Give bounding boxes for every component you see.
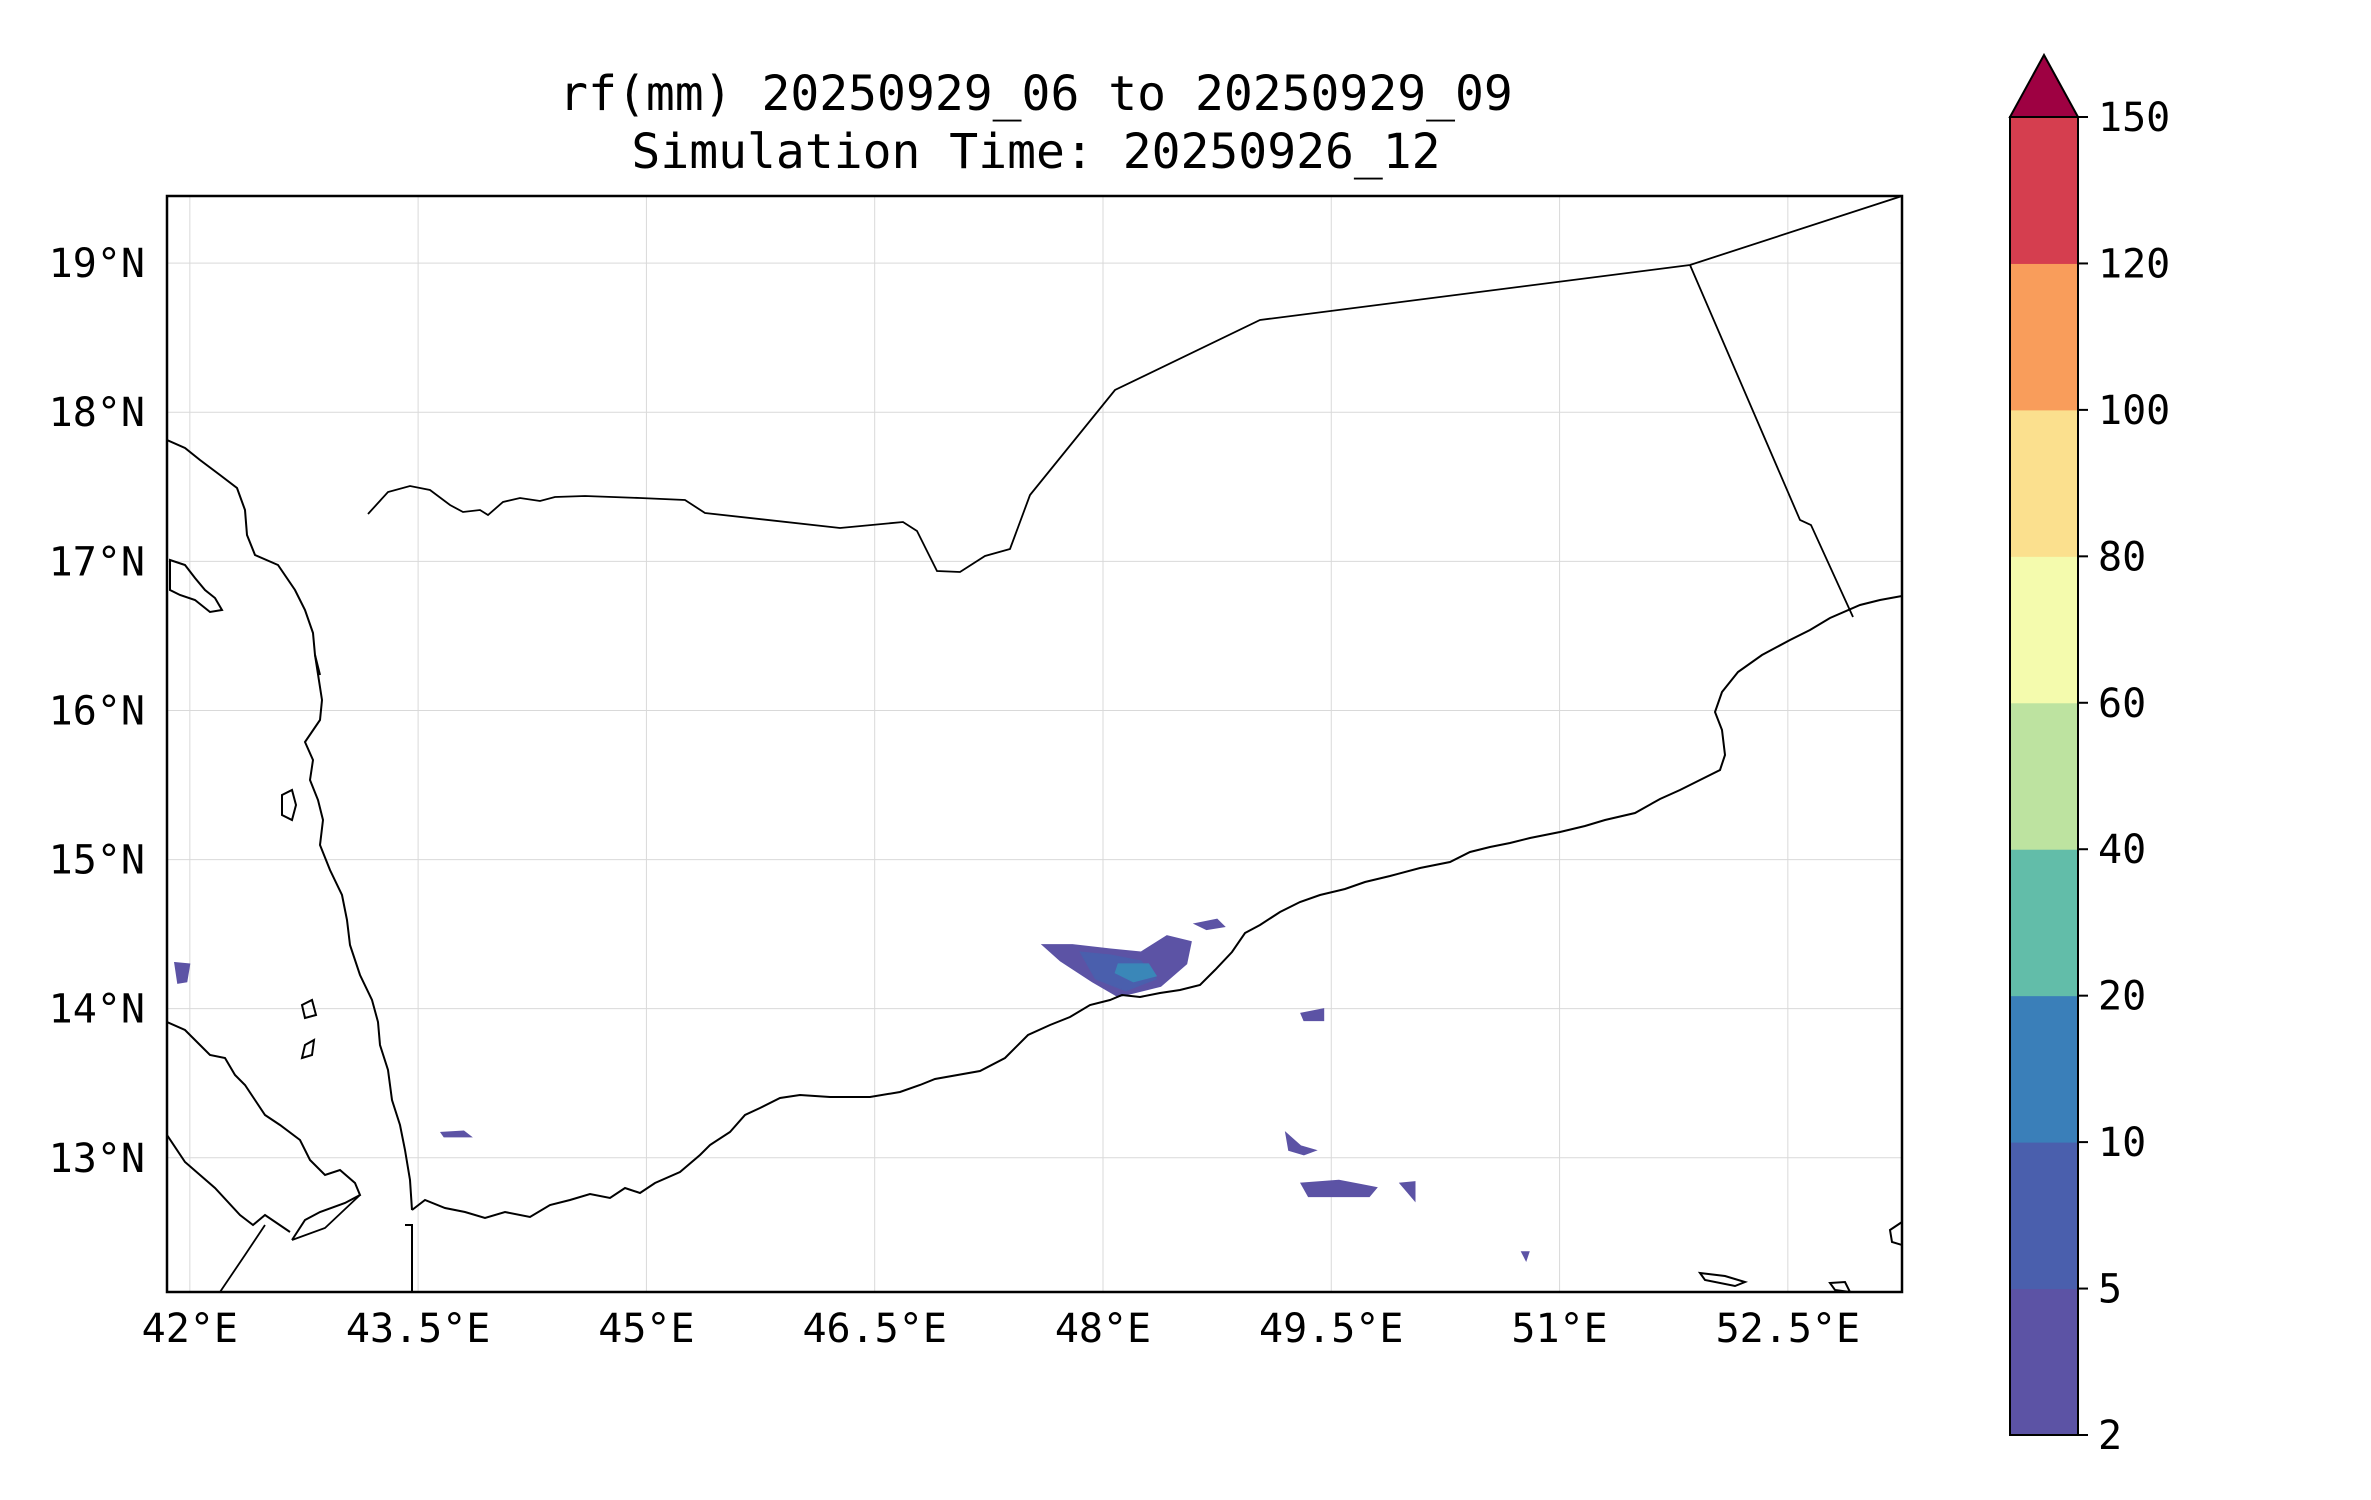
coastlines-and-borders (167, 196, 1902, 1292)
x-tick-label: 43.5°E (346, 1306, 491, 1352)
socotra-islet (1828, 1280, 1852, 1292)
colorbar-tick-label: 2 (2098, 1413, 2122, 1459)
hanish-island (300, 1038, 316, 1060)
colorbar-tick-label: 20 (2098, 974, 2146, 1020)
socotra-edge (1888, 1220, 1902, 1247)
x-tick-label: 42°E (142, 1306, 238, 1352)
zubair-island (300, 998, 318, 1020)
y-tick-label: 15°N (49, 838, 145, 884)
african-coast (167, 1021, 362, 1241)
colorbar-segment (2010, 117, 2078, 264)
rain-patch-2-5 (439, 1130, 473, 1138)
colorbar-tick-labels: 2 5 10 20 40 60 80 100 120 150 (2098, 95, 2170, 1459)
x-tick-label: 48°E (1055, 1306, 1151, 1352)
map-title: rf(mm) 20250929_06 to 20250929_09 (559, 66, 1513, 122)
djibouti-ethiopia-border (219, 1224, 266, 1292)
colorbar (2008, 52, 2088, 1436)
rainfall-contours (174, 918, 1530, 1262)
kamaran-island (281, 788, 298, 822)
red-sea-coast-north (167, 439, 321, 676)
rain-patch-2-5 (1299, 1179, 1378, 1198)
x-tick-label: 49.5°E (1259, 1306, 1404, 1352)
x-tick-label: 45°E (598, 1306, 694, 1352)
dahlak-islands (169, 558, 224, 614)
colorbar-segment (2010, 263, 2078, 411)
socotra-west (1697, 1271, 1749, 1288)
rain-patch-2-5 (1398, 1181, 1416, 1203)
rain-patch-10-20 (1114, 963, 1158, 983)
y-tick-label: 16°N (49, 688, 145, 734)
colorbar-tick-label: 100 (2098, 388, 2170, 434)
colorbar-segment (2010, 849, 2078, 997)
colorbar-segment (2010, 556, 2078, 704)
rain-patch-2-5 (1300, 1008, 1325, 1022)
x-tick-label: 51°E (1511, 1306, 1607, 1352)
y-tick-label: 18°N (49, 390, 145, 436)
colorbar-extend-arrow (2008, 52, 2080, 118)
x-tick-label: 52.5°E (1716, 1306, 1861, 1352)
colorbar-segment (2010, 409, 2078, 557)
saudi-yemen-border (367, 196, 1902, 573)
yemen-red-sea-coast (303, 654, 413, 1211)
x-tick-label: 46.5°E (802, 1306, 947, 1352)
rain-patch-2-5 (1192, 918, 1226, 931)
colorbar-frame (2009, 116, 2079, 1436)
colorbar-tick-label: 80 (2098, 534, 2146, 580)
y-tick-label: 14°N (49, 987, 145, 1033)
gridlines (167, 196, 1902, 1292)
colorbar-tick-label: 5 (2098, 1267, 2122, 1313)
yemen-gulf-of-aden-coast (411, 595, 1902, 1220)
eritrea-djibouti-border (291, 1194, 361, 1241)
colorbar-tick-label: 60 (2098, 681, 2146, 727)
perim-area (405, 1224, 413, 1292)
oman-yemen-border (1689, 264, 1854, 618)
colorbar-segment (2010, 1142, 2078, 1290)
colorbar-tick-label: 40 (2098, 827, 2146, 873)
x-tick-labels: 42°E 43.5°E 45°E 46.5°E 48°E 49.5°E 51°E 52.5°E (142, 1306, 1860, 1352)
y-tick-label: 17°N (49, 539, 145, 585)
african-coast-south (167, 1134, 291, 1233)
y-tick-label: 13°N (49, 1136, 145, 1182)
colorbar-tick-label: 150 (2098, 95, 2170, 141)
y-tick-label: 19°N (49, 241, 145, 287)
map-subtitle: Simulation Time: 20250926_12 (631, 124, 1440, 180)
colorbar-tick-label: 10 (2098, 1120, 2146, 1166)
rain-patch-2-5 (174, 961, 191, 984)
colorbar-segment (2010, 995, 2078, 1143)
map-frame (165, 194, 1904, 1294)
colorbar-segment (2010, 1288, 2078, 1436)
rain-patch-2-5 (1284, 1131, 1318, 1156)
colorbar-tick-label: 120 (2098, 241, 2170, 287)
colorbar-segment (2010, 702, 2078, 850)
map-panel: 42°E 43.5°E 45°E 46.5°E 48°E 49.5°E 51°E 52.5°E… (49, 194, 1904, 1352)
rain-patch-2-5 (1520, 1251, 1530, 1262)
y-tick-labels: 19°N 18°N 17°N 16°N 15°N 14°N 13°N (49, 241, 145, 1182)
